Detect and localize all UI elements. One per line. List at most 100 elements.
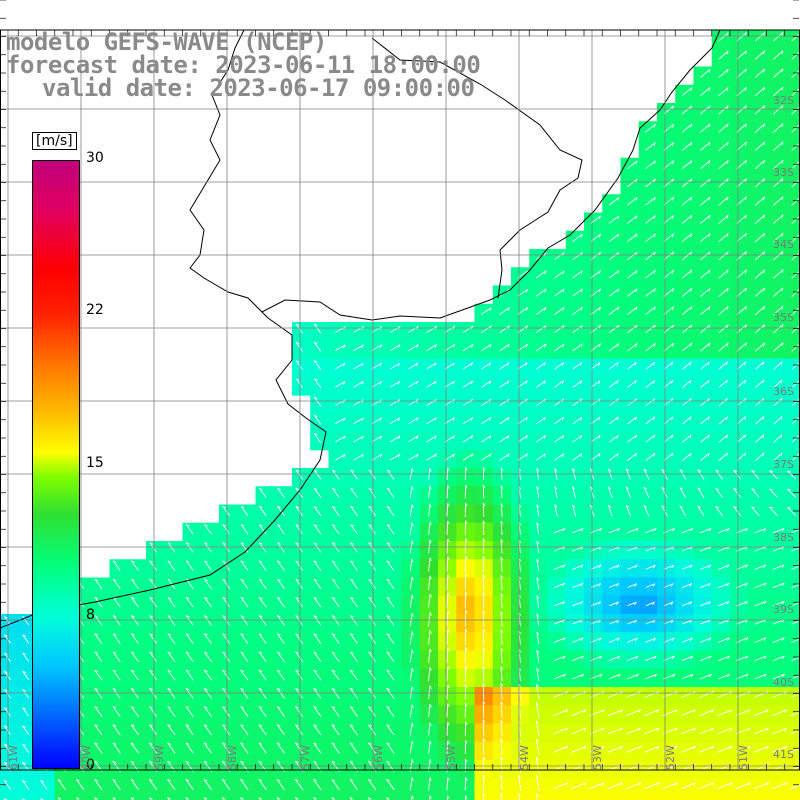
wind-arrow-head [708, 637, 712, 641]
wind-arrow-head [452, 417, 455, 421]
wind-arrow [718, 619, 730, 625]
wind-arrow [240, 578, 249, 590]
wind-arrow-head [634, 453, 638, 457]
wind-arrow [769, 488, 778, 498]
wind-arrow-head [331, 687, 336, 691]
wind-arrow [700, 434, 710, 443]
wind-arrow [149, 615, 158, 626]
wind-arrow [753, 745, 769, 753]
wind-arrow-head [565, 782, 569, 786]
wind-arrow-head [222, 505, 227, 509]
wind-arrow-head [634, 416, 637, 421]
wind-arrow-head [204, 542, 208, 545]
wind-arrow-head [361, 417, 364, 422]
wind-arrow-head [167, 687, 172, 691]
wind-arrow-head [350, 633, 354, 636]
wind-arrow [386, 797, 389, 800]
wind-arrow-head [149, 760, 153, 764]
wind-arrow [700, 582, 711, 589]
wind-arrow-head [411, 631, 414, 636]
wind-arrow [446, 777, 449, 791]
wind-arrow [751, 470, 760, 480]
wind-arrow [536, 522, 540, 535]
wind-arrow [130, 797, 134, 800]
wind-arrow [349, 633, 358, 644]
wind-arrow-head [332, 524, 336, 527]
wind-arrow-head [671, 142, 675, 146]
wind-arrow-head [332, 578, 336, 582]
wind-arrow-head [186, 542, 190, 545]
wind-arrow [627, 215, 638, 224]
wind-arrow-head [167, 669, 172, 673]
wind-arrow [754, 527, 766, 534]
wind-arrow [700, 233, 711, 243]
wind-arrow-head [671, 288, 675, 292]
wind-arrow [167, 578, 176, 590]
wind-arrow-head [653, 197, 656, 201]
wind-arrow [446, 592, 449, 609]
wind-arrow-head [652, 434, 656, 439]
wind-arrow-head [535, 738, 539, 742]
wind-arrow [349, 706, 358, 717]
wind-arrow [536, 362, 546, 370]
wind-arrow-head [411, 576, 414, 581]
wind-arrow-head [781, 564, 785, 568]
wind-arrow-head [535, 720, 539, 724]
wind-arrow [590, 434, 601, 443]
wind-arrow [482, 520, 485, 536]
wind-arrow-head [690, 87, 693, 92]
wind-arrow-head [482, 793, 486, 797]
wind-cell [36, 796, 56, 800]
wind-arrow [627, 197, 638, 206]
wind-arrow [349, 742, 358, 754]
wind-arrow-head [725, 434, 729, 439]
wind-arrow [349, 688, 358, 699]
wind-arrow [645, 361, 655, 370]
wind-arrow [276, 688, 285, 699]
wind-arrow-head [313, 651, 318, 654]
wind-arrow-head [572, 468, 576, 472]
wind-arrow [500, 775, 503, 792]
wind-arrow [754, 564, 767, 570]
wind-arrow-head [727, 655, 731, 659]
wind-arrow-head [167, 760, 171, 764]
wind-arrow [446, 521, 449, 536]
wind-arrow [130, 633, 139, 644]
wind-arrow [482, 793, 484, 800]
wind-arrow-head [313, 797, 317, 800]
wind-arrow-head [112, 724, 117, 727]
wind-arrow [699, 527, 712, 534]
wind-arrow [386, 524, 395, 535]
wind-arrow-head [447, 485, 450, 489]
wind-arrow [536, 559, 540, 572]
wind-arrow [718, 527, 730, 534]
wind-cell [784, 103, 800, 122]
wind-arrow [572, 619, 583, 625]
lat-label-41s: 41S [773, 748, 794, 761]
wind-arrow [203, 779, 212, 791]
wind-arrow [353, 381, 364, 388]
wind-arrow [295, 323, 304, 334]
wind-arrow-head [726, 288, 729, 292]
wind-arrow-head [343, 435, 346, 440]
wind-arrow-head [769, 470, 773, 473]
wind-arrow-head [747, 709, 751, 713]
wind-arrow [571, 691, 587, 698]
wind-arrow-head [259, 542, 263, 545]
wind-arrow-head [708, 87, 711, 91]
wind-arrow-head [708, 288, 711, 292]
wind-arrow [222, 597, 231, 608]
wind-arrow [481, 417, 492, 425]
wind-arrow-head [350, 524, 354, 527]
wind-arrow-head [635, 270, 638, 274]
wind-arrow [462, 380, 473, 388]
wind-arrow [386, 597, 395, 608]
wind-arrow-head [343, 344, 346, 349]
wind-arrow [295, 724, 304, 736]
wind-arrow [681, 160, 693, 170]
wind-arrow [313, 378, 322, 389]
wind-arrow [368, 469, 377, 480]
wind-arrow [554, 306, 565, 315]
wind-arrow [481, 398, 492, 406]
